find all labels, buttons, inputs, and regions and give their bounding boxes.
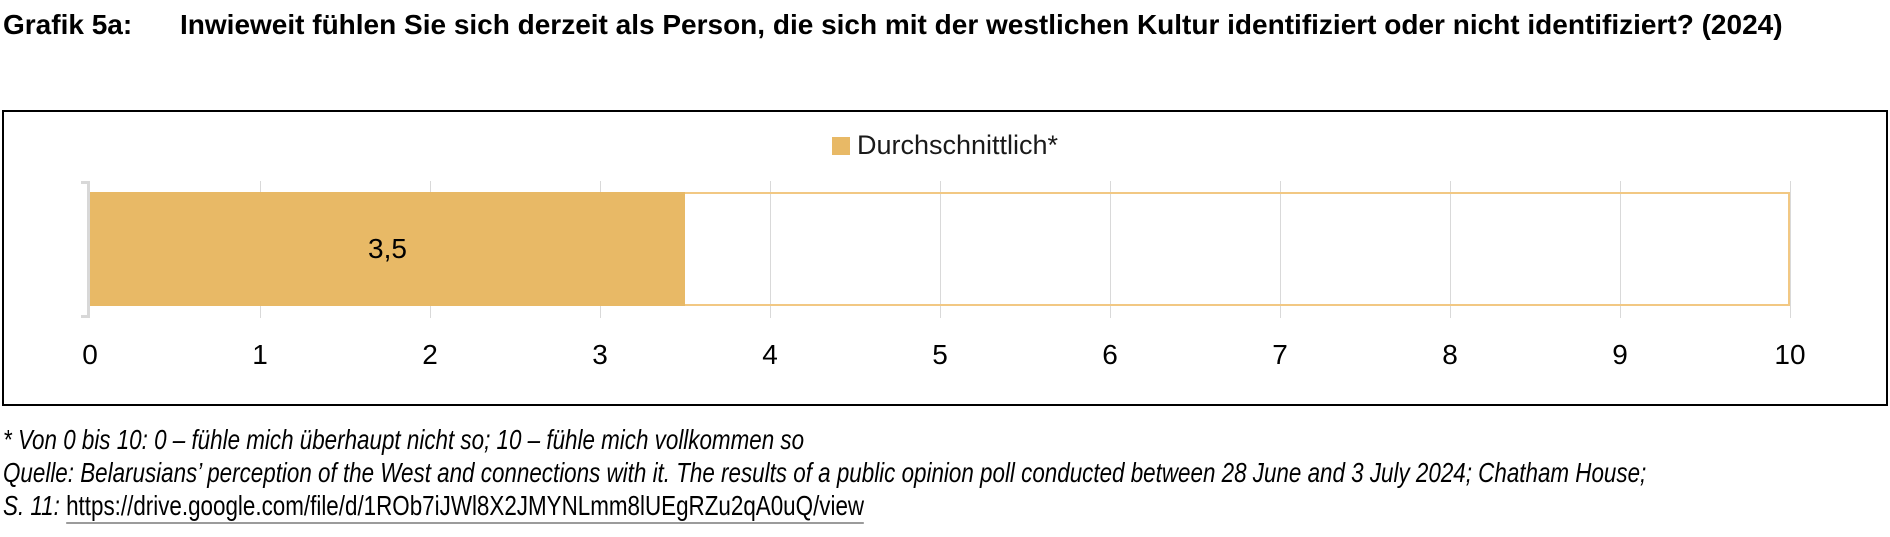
bar-durchschnittlich: 3,5 [90,192,685,306]
gridline-9 [1620,181,1621,318]
x-tick-label-3: 3 [592,339,608,370]
figure-header: Grafik 5a: Inwieweit fühlen Sie sich der… [3,4,1887,46]
x-tick-label-2: 2 [422,339,438,370]
chart-area: Durchschnittlich* 3,5 0 1 2 3 4 5 6 7 8 9 10 [2,110,1888,406]
figure-title: Inwieweit fühlen Sie sich derzeit als Pe… [180,9,1783,40]
gridline-4 [770,181,771,318]
x-tick-label-5: 5 [932,339,948,370]
x-tick-label-0: 0 [82,339,98,370]
gridline-5 [940,181,941,318]
plot-area: 3,5 0 1 2 3 4 5 6 7 8 9 10 [81,181,1806,370]
x-tick-label-10: 10 [1774,339,1806,370]
legend: Durchschnittlich* [4,130,1886,161]
scale-footnote: * Von 0 bis 10: 0 – fühle mich überhaupt… [3,424,805,455]
footnotes: * Von 0 bis 10: 0 – fühle mich überhaupt… [3,423,1887,524]
figure-number-label: Grafik 5a: [3,9,133,40]
x-tick-label-4: 4 [762,339,778,370]
x-axis: 0 1 2 3 4 5 6 7 8 9 10 [82,339,1805,379]
gridline-10 [1790,181,1791,318]
source-footnote: Quelle: Belarusians’ perception of the W… [3,457,1647,488]
gridline-7 [1280,181,1281,318]
gridline-8 [1450,181,1451,318]
x-tick-label-9: 9 [1612,339,1628,370]
x-tick-label-6: 6 [1102,339,1118,370]
y-axis-line [81,181,90,318]
bar-value-label: 3,5 [368,233,407,264]
x-tick-label-7: 7 [1272,339,1288,370]
legend-swatch-icon [831,136,850,155]
x-tick-label-1: 1 [252,339,268,370]
source-link-line: S. 11: https://drive.google.com/file/d/1… [3,489,1510,524]
source-url-link[interactable]: https://drive.google.com/file/d/1ROb7iJW… [66,490,865,524]
x-tick-label-8: 8 [1442,339,1458,370]
source-page-label: S. 11: [3,490,67,521]
legend-label: Durchschnittlich* [856,130,1059,160]
gridline-6 [1110,181,1111,318]
